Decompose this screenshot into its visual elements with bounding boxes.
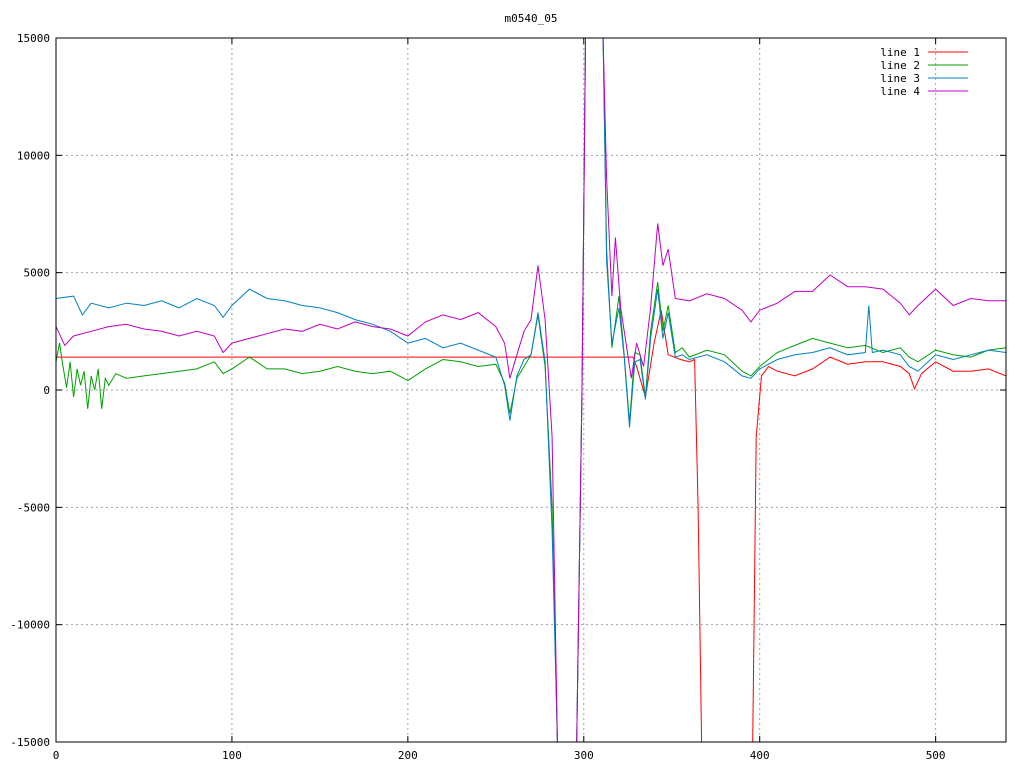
x-tick-label: 500 [926,749,946,762]
y-tick-label: 5000 [24,267,51,280]
y-tick-label: -10000 [10,619,50,632]
legend-label: line 2 [880,59,920,72]
x-tick-label: 200 [398,749,418,762]
x-tick-label: 0 [53,749,60,762]
series-line-2 [56,38,1006,742]
y-tick-label: 15000 [17,32,50,45]
x-tick-label: 300 [574,749,594,762]
y-tick-label: 0 [43,384,50,397]
legend-label: line 3 [880,72,920,85]
tick-layer: -15000 -10000 -5000 0 5000 10000 15000 0 100 200 3… [10,32,1006,762]
legend-label: line 1 [880,46,920,59]
chart-title: m0540_05 [505,12,558,25]
y-tick-label: -15000 [10,736,50,749]
series-layer [56,38,1006,742]
series-line-1 [56,310,1006,742]
legend-label: line 4 [880,85,920,98]
x-tick-label: 400 [750,749,770,762]
x-tick-label: 100 [222,749,242,762]
grid-layer [56,38,1006,742]
series-line-4 [56,38,1006,742]
y-tick-label: -5000 [17,501,50,514]
y-tick-label: 10000 [17,149,50,162]
